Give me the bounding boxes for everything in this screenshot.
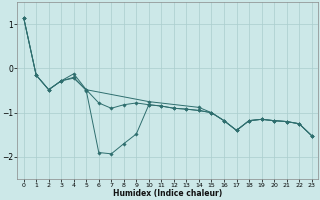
X-axis label: Humidex (Indice chaleur): Humidex (Indice chaleur) [113, 189, 222, 198]
